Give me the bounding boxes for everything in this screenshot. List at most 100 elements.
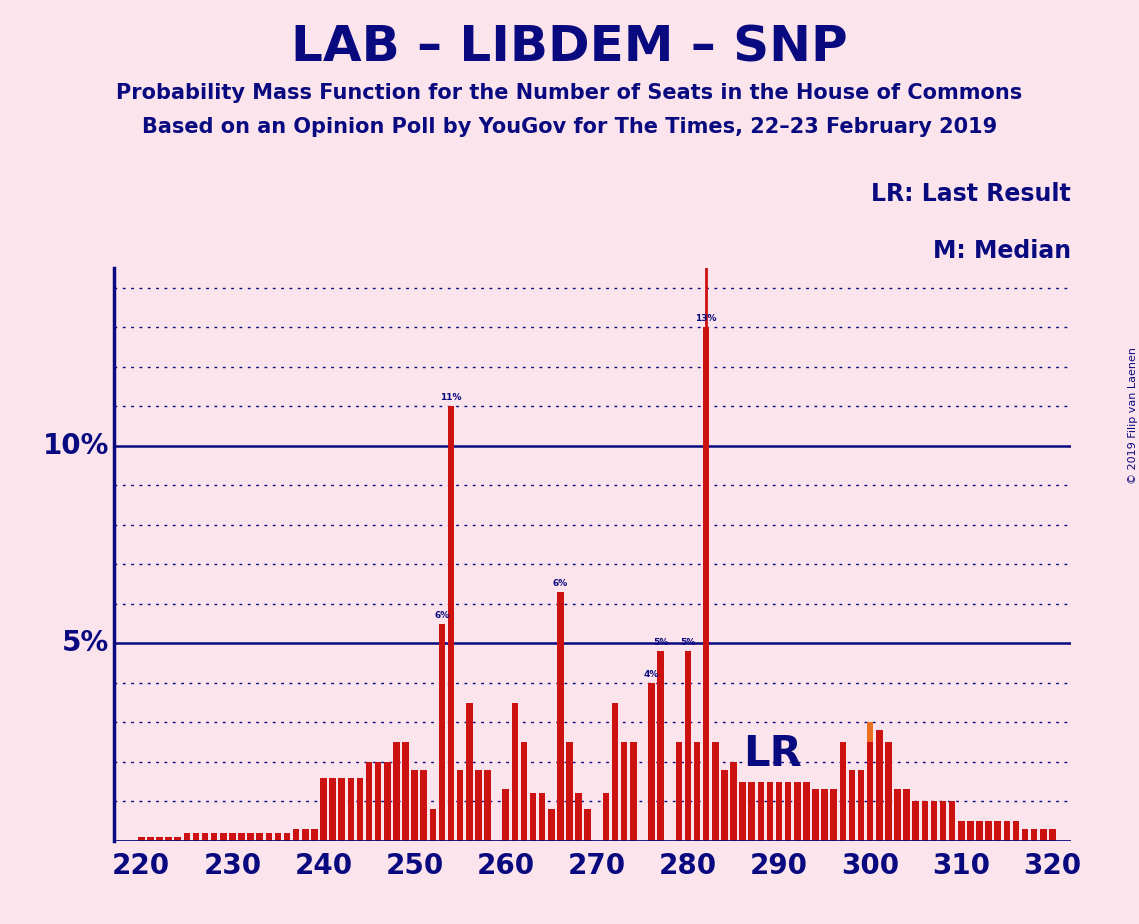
Bar bbox=[1022, 829, 1029, 841]
Bar bbox=[967, 821, 974, 841]
Bar bbox=[402, 742, 409, 841]
Bar bbox=[293, 829, 300, 841]
Bar bbox=[530, 794, 536, 841]
Bar bbox=[411, 770, 418, 841]
Bar bbox=[940, 801, 947, 841]
Bar bbox=[803, 782, 810, 841]
Bar bbox=[384, 778, 391, 841]
Bar bbox=[183, 833, 190, 841]
Bar bbox=[657, 651, 664, 841]
Bar bbox=[794, 782, 801, 841]
Bar bbox=[247, 833, 254, 841]
Bar bbox=[994, 821, 1001, 841]
Bar bbox=[821, 789, 828, 841]
Text: 6%: 6% bbox=[552, 579, 568, 588]
Bar bbox=[521, 742, 527, 841]
Bar bbox=[347, 794, 354, 841]
Text: LAB – LIBDEM – SNP: LAB – LIBDEM – SNP bbox=[292, 23, 847, 71]
Bar bbox=[876, 730, 883, 841]
Bar bbox=[156, 837, 163, 841]
Bar bbox=[411, 770, 418, 841]
Bar bbox=[1013, 821, 1019, 841]
Bar bbox=[265, 833, 272, 841]
Bar bbox=[748, 782, 755, 841]
Bar bbox=[183, 833, 190, 841]
Bar bbox=[912, 801, 919, 841]
Bar bbox=[940, 801, 947, 841]
Bar bbox=[949, 801, 956, 841]
Bar bbox=[338, 801, 345, 841]
Bar bbox=[730, 761, 737, 841]
Bar bbox=[439, 624, 445, 841]
Bar bbox=[557, 663, 564, 841]
Bar bbox=[894, 789, 901, 841]
Bar bbox=[375, 761, 382, 841]
Bar bbox=[885, 742, 892, 841]
Bar bbox=[566, 742, 573, 841]
Bar bbox=[575, 794, 582, 841]
Bar bbox=[147, 837, 154, 841]
Bar bbox=[931, 801, 937, 841]
Bar bbox=[284, 833, 290, 841]
Bar bbox=[274, 833, 281, 841]
Bar bbox=[247, 833, 254, 841]
Bar bbox=[648, 702, 655, 841]
Bar bbox=[1022, 829, 1029, 841]
Bar bbox=[858, 770, 865, 841]
Text: 5%: 5% bbox=[653, 638, 669, 647]
Bar bbox=[274, 833, 281, 841]
Bar bbox=[876, 742, 883, 841]
Bar bbox=[839, 742, 846, 841]
Bar bbox=[839, 742, 846, 841]
Bar bbox=[712, 742, 719, 841]
Bar bbox=[284, 833, 290, 841]
Bar bbox=[730, 761, 737, 841]
Bar bbox=[548, 809, 555, 841]
Bar bbox=[265, 833, 272, 841]
Bar bbox=[830, 789, 837, 841]
Bar bbox=[885, 742, 892, 841]
Bar bbox=[211, 833, 218, 841]
Bar bbox=[958, 821, 965, 841]
Bar bbox=[1003, 821, 1010, 841]
Bar bbox=[475, 770, 482, 841]
Bar bbox=[357, 778, 363, 841]
Bar bbox=[229, 833, 236, 841]
Bar bbox=[630, 742, 637, 841]
Bar bbox=[202, 833, 208, 841]
Bar bbox=[675, 742, 682, 841]
Bar bbox=[220, 833, 227, 841]
Bar bbox=[757, 782, 764, 841]
Bar bbox=[785, 782, 792, 841]
Bar bbox=[329, 794, 336, 841]
Bar bbox=[931, 801, 937, 841]
Bar bbox=[539, 794, 546, 841]
Bar bbox=[694, 742, 700, 841]
Bar bbox=[949, 801, 956, 841]
Bar bbox=[685, 651, 691, 841]
Text: 10%: 10% bbox=[43, 432, 109, 460]
Bar bbox=[311, 829, 318, 841]
Bar bbox=[466, 702, 473, 841]
Bar bbox=[985, 821, 992, 841]
Bar bbox=[466, 702, 473, 841]
Bar bbox=[931, 801, 937, 841]
Bar bbox=[712, 742, 719, 841]
Bar bbox=[584, 809, 591, 841]
Bar bbox=[675, 742, 682, 841]
Bar bbox=[484, 770, 491, 841]
Bar bbox=[484, 770, 491, 841]
Bar bbox=[812, 789, 819, 841]
Bar bbox=[439, 742, 445, 841]
Bar bbox=[375, 778, 382, 841]
Bar bbox=[985, 821, 992, 841]
Bar bbox=[457, 770, 464, 841]
Bar bbox=[566, 742, 573, 841]
Bar bbox=[675, 742, 682, 841]
Bar bbox=[284, 833, 290, 841]
Bar bbox=[247, 833, 254, 841]
Bar bbox=[1031, 829, 1038, 841]
Bar bbox=[1040, 829, 1047, 841]
Bar bbox=[138, 837, 145, 841]
Bar bbox=[366, 778, 372, 841]
